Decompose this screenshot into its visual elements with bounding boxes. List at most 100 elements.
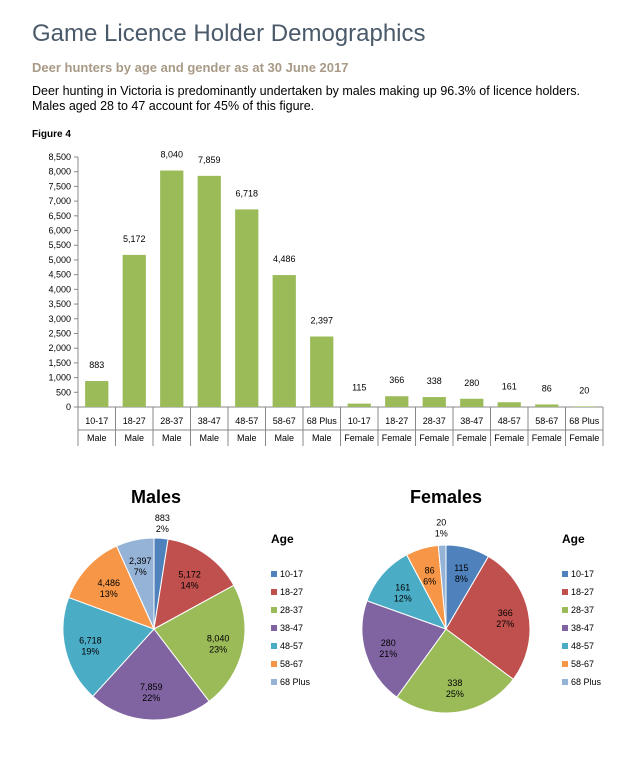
females-legend-label: 68 Plus [571, 677, 602, 687]
females-slice-pct-label: 6% [423, 576, 436, 586]
females-pie-slice [437, 544, 447, 630]
females-legend-swatch [562, 571, 568, 577]
females-slice-value-label: 20 [436, 518, 446, 528]
males-slice-value-label: 7,859 [140, 682, 163, 692]
bar [572, 406, 596, 407]
females-legend-swatch [562, 661, 568, 667]
x-tick-label-age: 10-17 [85, 416, 108, 426]
females-legend-swatch [562, 679, 568, 685]
females-legend-swatch [562, 625, 568, 631]
males-legend-swatch [271, 589, 277, 595]
bar-value-label: 280 [464, 378, 479, 388]
bar-value-label: 4,486 [273, 254, 296, 264]
females-legend-label: 58-67 [571, 659, 594, 669]
males-pie-title: Males [131, 487, 181, 507]
females-slice-pct-label: 25% [446, 689, 464, 699]
bar [422, 397, 446, 407]
x-tick-label-gender: Female [569, 433, 599, 443]
x-tick-label-gender: Male [312, 433, 332, 443]
bar-value-label: 338 [427, 376, 442, 386]
x-tick-label-age: 10-17 [348, 416, 371, 426]
bar [385, 396, 409, 407]
x-tick-label-gender: Female [419, 433, 449, 443]
females-slice-value-label: 115 [454, 563, 468, 573]
bar-chart: 0 500 1,000 1,500 2,000 2,500 3,000 3,500 4,000 4… [48, 150, 604, 446]
x-tick-label-gender: Female [532, 433, 562, 443]
y-tick-label: 8,000 [48, 167, 71, 177]
x-tick-label-age: 48-57 [235, 416, 258, 426]
y-tick-label: 0 [66, 402, 71, 412]
bar-value-label: 366 [389, 375, 404, 385]
females-slice-value-label: 161 [395, 583, 410, 593]
x-tick-label-age: 38-47 [460, 416, 483, 426]
males-slice-value-label: 4,486 [97, 578, 120, 588]
males-pie-slice [153, 538, 235, 630]
males-slice-pct-label: 13% [100, 589, 118, 599]
x-tick-label-gender: Female [457, 433, 487, 443]
page-subtitle: Deer hunters by age and gender as at 30 … [32, 60, 349, 75]
page-title: Game Licence Holder Demographics [32, 20, 426, 47]
males-slice-pct-label: 2% [156, 524, 169, 534]
females-slice-pct-label: 21% [379, 649, 397, 659]
males-slice-pct-label: 23% [209, 645, 227, 655]
males-legend-title: Age [271, 532, 294, 546]
bar [197, 175, 221, 407]
y-tick-label: 8,500 [48, 152, 71, 162]
females-legend-label: 38-47 [571, 623, 594, 633]
y-tick-label: 2,500 [48, 328, 71, 338]
bar [122, 254, 146, 407]
x-tick-label-age: 58-67 [535, 416, 558, 426]
males-legend-label: 38-47 [280, 623, 303, 633]
females-slice-pct-label: 27% [496, 619, 514, 629]
x-tick-label-age: 38-47 [198, 416, 221, 426]
females-slice-value-label: 86 [425, 565, 435, 575]
bar-value-label: 86 [542, 383, 552, 393]
y-tick-label: 1,500 [48, 358, 71, 368]
y-tick-label: 6,500 [48, 211, 71, 221]
males-pie-slice [62, 596, 155, 698]
x-tick-label-age: 68 Plus [569, 416, 600, 426]
x-tick-label-gender: Male [237, 433, 257, 443]
x-tick-label-gender: Female [344, 433, 374, 443]
males-slice-pct-label: 7% [134, 567, 147, 577]
females-pie-slice [396, 628, 514, 714]
bar [272, 275, 296, 407]
bar [310, 336, 334, 407]
x-tick-label-age: 48-57 [498, 416, 521, 426]
bar [235, 209, 259, 407]
bar-value-label: 5,172 [123, 234, 146, 244]
females-pie-slice [366, 554, 448, 630]
x-tick-label-age: 18-27 [123, 416, 146, 426]
y-tick-label: 2,000 [48, 343, 71, 353]
males-slice-pct-label: 14% [181, 580, 199, 590]
y-tick-label: 4,500 [48, 270, 71, 280]
bar [85, 381, 109, 407]
y-tick-label: 5,500 [48, 240, 71, 250]
males-legend-swatch [271, 643, 277, 649]
males-slice-pct-label: 19% [81, 647, 99, 657]
bar [160, 170, 184, 407]
figure-label: Figure 4 [32, 129, 71, 140]
bar-value-label: 20 [579, 385, 589, 395]
males-slice-value-label: 2,397 [129, 556, 152, 566]
y-tick-label: 1,000 [48, 373, 71, 383]
males-legend-label: 58-67 [280, 659, 303, 669]
males-slice-value-label: 883 [155, 513, 170, 523]
females-slice-pct-label: 1% [435, 529, 448, 539]
males-pie-slice [115, 537, 155, 630]
y-tick-label: 4,000 [48, 284, 71, 294]
males-legend-label: 68 Plus [280, 677, 311, 687]
x-tick-label-age: 68 Plus [307, 416, 338, 426]
y-tick-label: 7,000 [48, 196, 71, 206]
y-tick-label: 5,000 [48, 255, 71, 265]
x-tick-label-age: 58-67 [273, 416, 296, 426]
males-legend-swatch [271, 607, 277, 613]
x-tick-label-gender: Male [199, 433, 219, 443]
males-legend-swatch [271, 679, 277, 685]
males-legend-swatch [271, 571, 277, 577]
y-tick-label: 6,000 [48, 226, 71, 236]
males-legend-label: 28-37 [280, 605, 303, 615]
females-legend-swatch [562, 589, 568, 595]
females-legend-label: 18-27 [571, 587, 594, 597]
